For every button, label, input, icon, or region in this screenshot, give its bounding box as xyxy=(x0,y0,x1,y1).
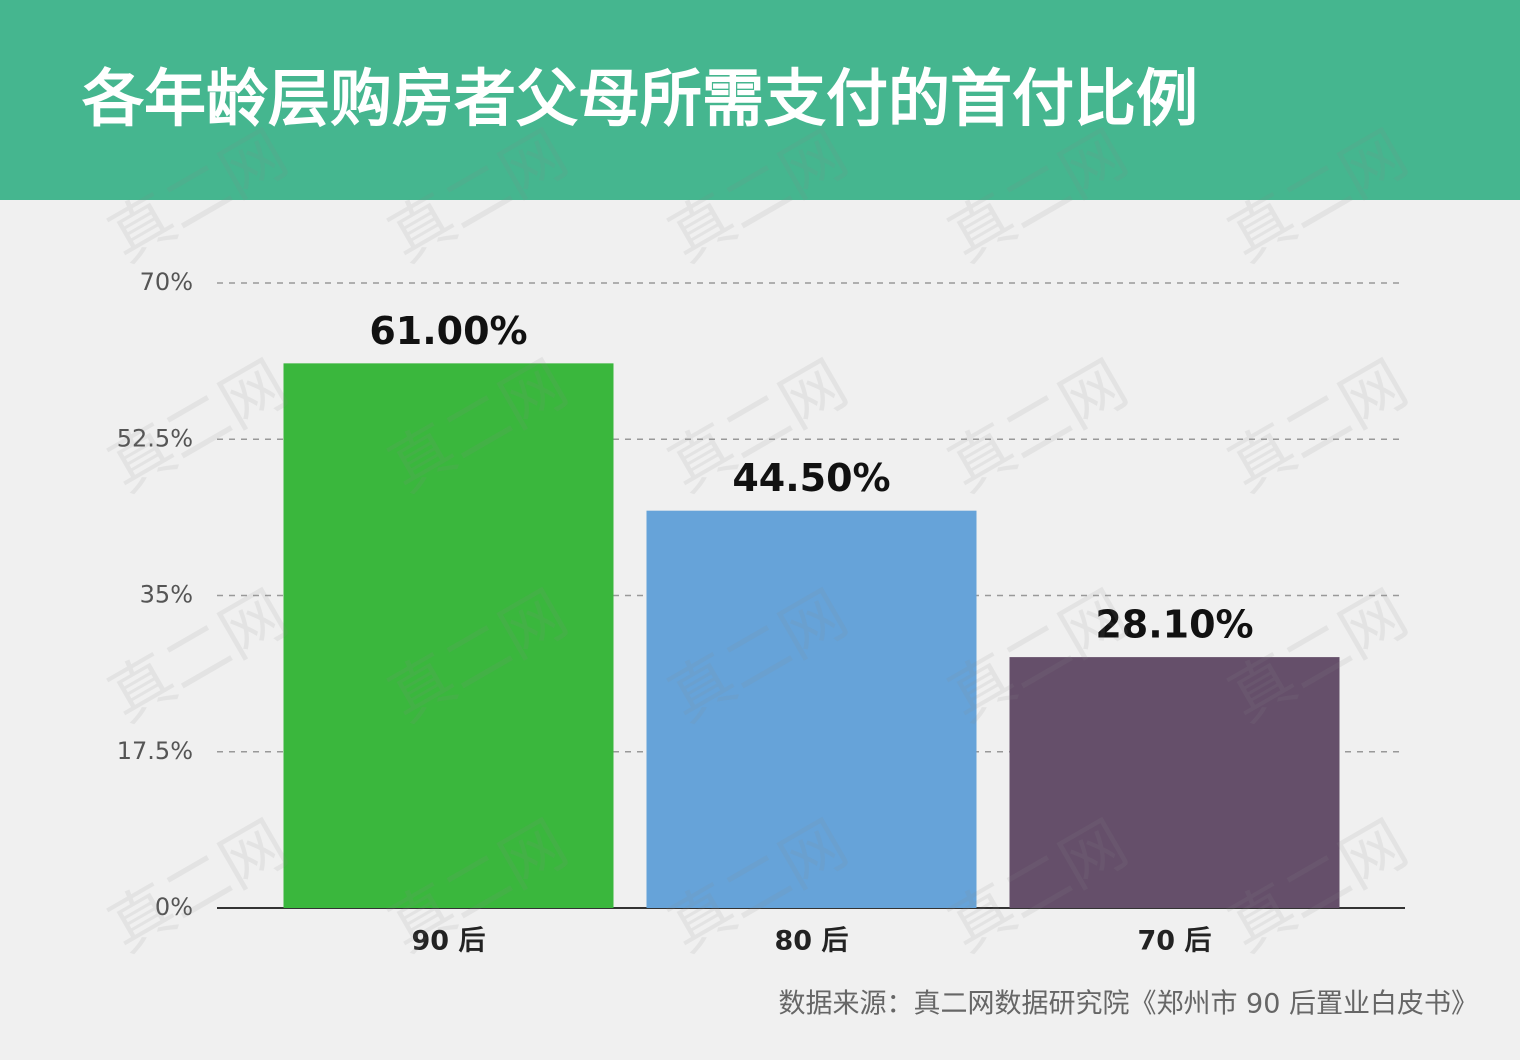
bar xyxy=(1009,657,1340,908)
value-label: 44.50% xyxy=(732,456,890,500)
header-band xyxy=(0,0,1520,200)
value-label: 61.00% xyxy=(369,309,527,353)
source-note: 数据来源：真二网数据研究院《郑州市 90 后置业白皮书》 xyxy=(778,989,1478,1020)
value-label: 28.10% xyxy=(1095,603,1253,647)
y-tick-label: 52.5% xyxy=(117,424,193,452)
y-tick-label: 17.5% xyxy=(117,737,193,765)
bar xyxy=(646,510,977,908)
y-tick-label: 35% xyxy=(140,581,193,609)
x-tick-label: 70 后 xyxy=(1138,926,1212,957)
y-tick-label: 0% xyxy=(155,893,193,921)
y-tick-label: 70% xyxy=(140,268,193,296)
x-tick-label: 80 后 xyxy=(775,926,849,957)
bar xyxy=(283,363,614,908)
x-tick-label: 90 后 xyxy=(412,926,486,957)
chart-title: 各年龄层购房者父母所需支付的首付比例 xyxy=(82,62,1198,135)
